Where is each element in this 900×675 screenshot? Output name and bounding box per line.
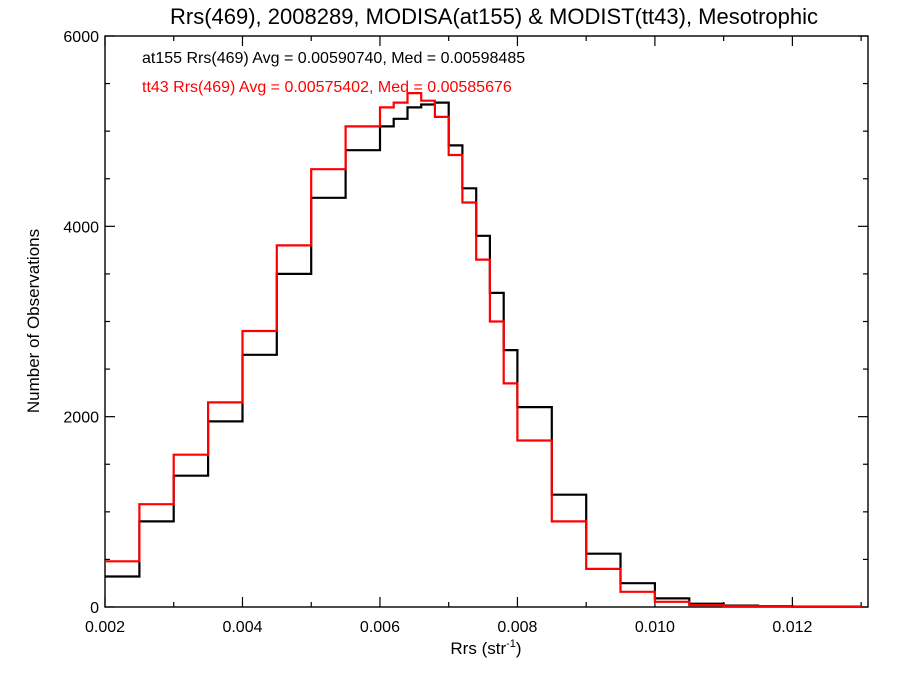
y-tick-label: 0 <box>90 600 99 617</box>
x-tick-label: 0.012 <box>772 619 812 636</box>
x-tick-label: 0.010 <box>635 619 675 636</box>
axis-ticks <box>104 35 868 608</box>
y-tick-label: 2000 <box>63 410 99 427</box>
series-at155-line <box>105 101 863 608</box>
legend-tt43: tt43 Rrs(469) Avg = 0.00575402, Med = 0.… <box>142 79 512 96</box>
chart-title: Rrs(469), 2008289, MODISA(at155) & MODIS… <box>170 4 818 29</box>
plot-frame <box>104 35 869 608</box>
x-tick-label: 0.002 <box>85 619 125 636</box>
x-tick-label: 0.008 <box>497 619 537 636</box>
y-axis-label: Number of Observations <box>24 229 43 413</box>
x-tick-label: 0.006 <box>360 619 400 636</box>
y-tick-label: 4000 <box>63 219 99 236</box>
legend-at155: at155 Rrs(469) Avg = 0.00590740, Med = 0… <box>142 50 525 67</box>
y-tick-label: 6000 <box>63 29 99 46</box>
series-layer <box>105 92 863 608</box>
axis-tick-labels: 0.002 0.004 0.006 0.008 0.010 0.012 0 2000 4000 6… <box>63 29 812 636</box>
x-axis-label-sup: -1 <box>506 638 516 650</box>
series-tt43-line <box>105 92 863 608</box>
x-tick-label: 0.004 <box>222 619 262 636</box>
x-axis-label: Rrs (str-1) <box>450 638 521 658</box>
x-axis-label-close: ) <box>516 639 522 658</box>
x-axis-label-main: Rrs (str <box>450 639 506 658</box>
